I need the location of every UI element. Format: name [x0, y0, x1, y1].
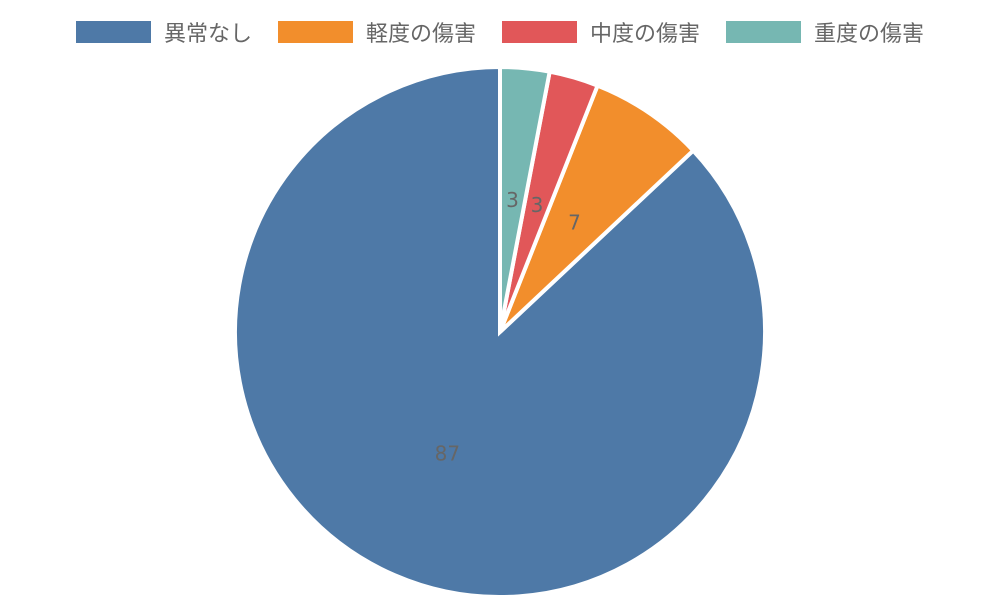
slice-label-severe: 3 — [506, 188, 519, 212]
legend-swatch-none — [75, 21, 151, 43]
legend-label-minor: 軽度の傷害 — [365, 22, 476, 47]
legend-swatch-moderate — [502, 21, 577, 43]
legend-swatch-severe — [726, 21, 802, 43]
legend-label-severe: 重度の傷害 — [814, 22, 925, 47]
legend-item-severe[interactable]: 重度の傷害 — [726, 16, 924, 48]
legend-item-none[interactable]: 異常なし — [75, 16, 252, 48]
slice-minor[interactable] — [498, 83, 697, 334]
legend-item-moderate[interactable]: 中度の傷害 — [502, 16, 700, 48]
chart-legend: 異常なし 軽度の傷害 中度の傷害 重度の傷害 — [0, 14, 1000, 50]
slice-severe[interactable] — [498, 64, 552, 333]
slice-label-minor: 7 — [568, 210, 581, 234]
legend-label-moderate: 中度の傷害 — [590, 22, 701, 47]
legend-item-minor[interactable]: 軽度の傷害 — [277, 16, 476, 48]
legend-swatch-minor — [277, 21, 353, 43]
legend-label-none: 異常なし — [163, 22, 252, 47]
slice-label-none: 87 — [435, 442, 460, 466]
slice-label-moderate: 3 — [531, 193, 544, 217]
